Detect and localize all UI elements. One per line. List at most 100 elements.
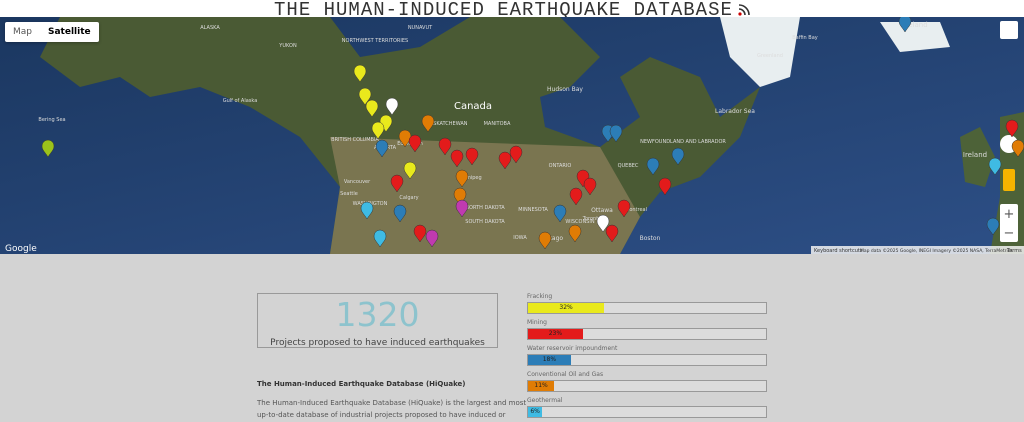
map-label: SOUTH DAKOTA [465,219,505,225]
map-label: BRITISH COLUMBIA [331,137,379,143]
bar-track: 32% [527,302,767,314]
map-marker[interactable] [617,199,631,218]
map-label: Winnipeg [458,175,481,181]
map-marker[interactable] [358,87,372,106]
map-label: YUKON [278,43,297,49]
bar-fill: 32% [528,303,605,313]
bar-track: 23% [527,328,767,340]
map-marker[interactable] [988,157,1002,176]
map-marker[interactable] [658,177,672,196]
map-marker[interactable] [455,199,469,218]
map-label: NORTHWEST TERRITORIES [342,38,408,44]
map-marker[interactable] [425,229,439,248]
count-label: Projects proposed to have induced earthq… [270,338,485,348]
map-marker[interactable] [375,139,389,158]
map-marker[interactable] [569,187,583,206]
map-label: NUNAVUT [408,25,433,31]
rss-icon[interactable] [738,4,750,16]
map-marker[interactable] [371,121,385,140]
bar-fill: 11% [528,381,555,391]
map-marker[interactable] [365,99,379,118]
about-line: up-to-date database of industrial projec… [257,411,506,419]
map-label: Gulf of Alaska [223,98,258,104]
bar-name: Mining [527,319,547,326]
map-label: Hudson Bay [547,86,583,93]
map-label: Iceland [902,21,927,29]
map-label: QUEBEC [618,163,639,169]
map-marker[interactable] [421,114,435,133]
zoom-control[interactable] [1000,204,1018,242]
keyboard-shortcuts[interactable]: Keyboard shortcuts [814,248,863,254]
project-count: 1320 [335,295,420,334]
title: THE HUMAN-INDUCED EARTHQUAKE DATABASE [274,0,733,21]
map-marker[interactable] [385,97,399,116]
map-marker[interactable] [360,201,374,220]
map-type-control: Map Satellite [5,22,99,42]
map-marker[interactable] [1011,139,1024,158]
attribution: Map data ©2025 Google, INEGI Imagery ©20… [860,247,1013,254]
zoom-in[interactable]: + [1004,207,1015,222]
about-line: The Human-Induced Earthquake Database (H… [257,399,527,407]
map-marker[interactable] [41,139,55,158]
map-marker[interactable] [986,217,1000,236]
bar-name: Geothermal [527,397,563,404]
map-button[interactable]: Map [13,27,32,37]
satellite-button[interactable]: Satellite [48,27,91,37]
map-label: MINNESOTA [518,207,548,213]
map-marker[interactable] [453,187,467,206]
map-marker[interactable] [605,224,619,243]
map-label: NEWFOUNDLAND AND LABRADOR [640,139,726,145]
map-marker[interactable] [609,124,623,143]
bar-fill: 6% [528,407,543,417]
map-marker[interactable] [1005,119,1019,138]
map-label: SASKATCHEWAN [426,121,467,127]
map-marker[interactable] [393,204,407,223]
map-marker[interactable] [450,149,464,168]
map-marker[interactable] [596,214,610,233]
map-label: Greenland [757,53,783,59]
bar-track: 18% [527,354,767,366]
map-marker[interactable] [455,169,469,188]
map-label: Canada [454,101,492,112]
map-marker[interactable] [438,137,452,156]
map-marker[interactable] [498,151,512,170]
google-logo: Google [5,244,37,254]
pegman[interactable] [1003,169,1015,191]
terms-link[interactable]: Terms [1006,248,1022,254]
map-marker[interactable] [583,177,597,196]
map[interactable]: + − Canada Hudson Bay Labrador Sea Iceland I… [0,17,1024,254]
map-marker[interactable] [898,17,912,33]
map-marker[interactable] [553,204,567,223]
map-marker[interactable] [538,231,552,250]
map-label: MANITOBA [484,121,511,127]
bar-track: 11% [527,380,767,392]
map-label: ONTARIO [549,163,572,169]
map-marker[interactable] [403,161,417,180]
map-label: IOWA [513,235,527,241]
bar-fill: 23% [528,329,583,339]
map-marker[interactable] [373,229,387,248]
map-label: Ireland [963,151,987,159]
map-marker[interactable] [509,145,523,164]
map-label: Seattle [340,191,358,197]
map-marker[interactable] [408,134,422,153]
map-label: Baffin Bay [792,35,818,41]
map-label: WISCONSIN [565,219,594,225]
fullscreen-button[interactable] [1000,21,1018,39]
map-label: Toronto [582,216,601,222]
zoom-out[interactable]: − [1004,226,1015,241]
map-label: Vancouver [344,179,371,185]
map-marker[interactable] [465,147,479,166]
bar-name: Conventional Oil and Gas [527,371,604,378]
about-heading: The Human-Induced Earthquake Database (H… [257,380,466,388]
bar-name: Water reservoir impoundment [527,345,618,352]
map-marker[interactable] [353,64,367,83]
map-marker[interactable] [646,157,660,176]
map-marker[interactable] [568,224,582,243]
stats-box: 1320 Projects proposed to have induced e… [257,293,498,348]
map-marker[interactable] [671,147,685,166]
bar-fill: 18% [528,355,571,365]
map-marker[interactable] [413,224,427,243]
map-marker[interactable] [390,174,404,193]
